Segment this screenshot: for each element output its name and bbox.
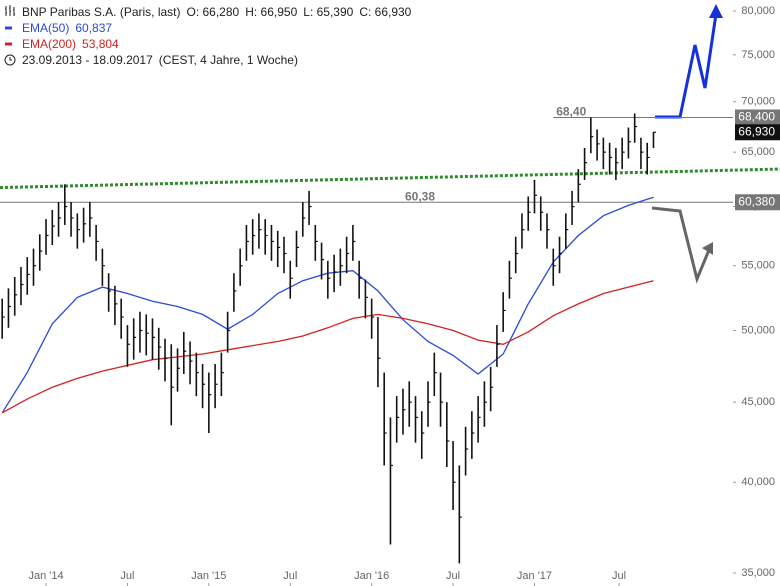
x-tick-label: Jul: [120, 570, 134, 582]
x-tick-label: Jul: [283, 570, 297, 582]
level-axis-label: 60,380: [738, 194, 775, 208]
legend-entry: EMA(50) 60,837: [0, 20, 411, 36]
quote: O: 66,280: [186, 5, 240, 19]
quote: C: 66,930: [359, 5, 412, 19]
period-row: 23.09.2013 - 18.09.2017 (CEST, 4 Jahre, 1…: [0, 52, 411, 68]
y-tick-label: 75,000: [741, 49, 775, 61]
up-arrow-head: [709, 4, 723, 18]
x-tick-label: Jan '16: [354, 570, 389, 582]
y-tick-label: 55,000: [741, 260, 775, 272]
quote: H: 66,950: [245, 5, 298, 19]
level-axis-box: [735, 194, 780, 211]
legend-swatch: [5, 42, 12, 46]
y-tick-label: 45,000: [741, 396, 775, 408]
x-tick-label: Jul: [446, 570, 460, 582]
legend-swatch: [5, 26, 12, 30]
ema-line: [1, 196, 654, 414]
plot: 35,00040,00045,00050,00055,00060,00065,0…: [0, 5, 780, 586]
period: 23.09.2013 - 18.09.2017: [22, 53, 153, 67]
legend-value: 60,837: [75, 21, 113, 35]
x-tick-label: Jan '15: [191, 570, 226, 582]
y-tick-label: 65,000: [741, 146, 775, 158]
legend-title-row: BNP Paribas S.A. (Paris, last) O: 66,280 H…: [0, 4, 411, 20]
level-label: 68,40: [556, 105, 586, 119]
trendline: [0, 167, 780, 190]
level-axis-box: [735, 109, 780, 126]
level-label: 60,38: [405, 189, 435, 203]
bar-icon: [5, 5, 15, 16]
period-note: (CEST, 4 Jahre, 1 Woche): [158, 53, 298, 67]
down-arrow-head: [702, 242, 713, 255]
y-tick-label: 80,000: [741, 5, 775, 17]
legend-value: 53,804: [82, 37, 119, 51]
legend-name: EMA(200): [22, 37, 77, 51]
y-tick-label: 70,000: [741, 96, 775, 108]
legend-entry: EMA(200) 53,804: [0, 36, 411, 52]
x-tick-label: Jan '14: [28, 570, 63, 582]
last-close-label: 66,930: [738, 124, 775, 138]
y-tick-label: 40,000: [741, 476, 775, 488]
y-tick-label: 35,000: [741, 567, 775, 579]
x-tick-label: Jul: [612, 570, 626, 582]
down-arrow: [651, 206, 711, 284]
x-tick-label: Jan '17: [517, 570, 552, 582]
legend: BNP Paribas S.A. (Paris, last) O: 66,280 H…: [0, 4, 411, 68]
ema-line: [1, 280, 654, 414]
last-close-box: [735, 124, 780, 141]
title: BNP Paribas S.A. (Paris, last): [22, 5, 181, 19]
up-arrow: [655, 13, 718, 119]
quote: L: 65,390: [303, 5, 354, 19]
legend-name: EMA(50): [22, 21, 70, 35]
y-tick-label: 50,000: [741, 324, 775, 336]
level-axis-label: 68,400: [738, 110, 775, 124]
clock-icon: [4, 54, 16, 66]
